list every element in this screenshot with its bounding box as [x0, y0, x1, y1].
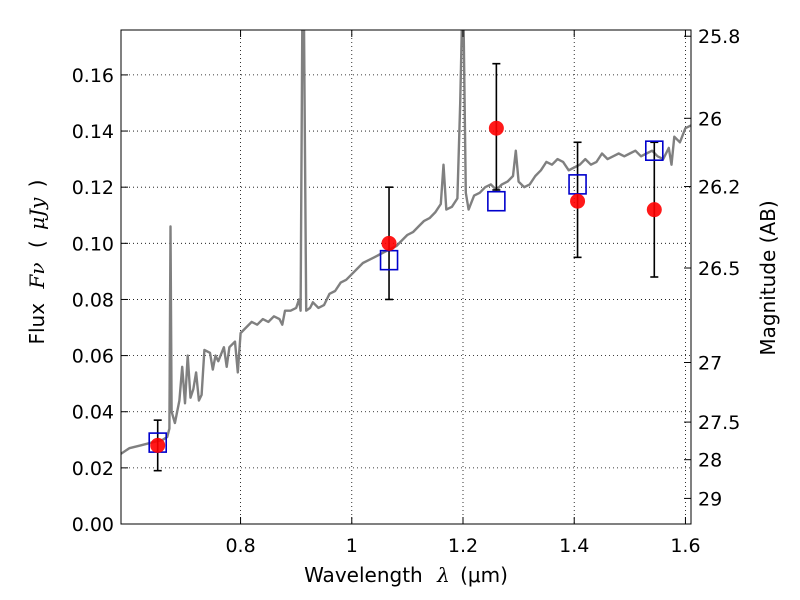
y2-tick-label: 26.5 [698, 258, 740, 280]
observed-flux-point [646, 202, 662, 218]
x-axis: 0.8 1 1.2 1.4 1.6 [225, 30, 701, 557]
y2-tick-label: 28 [698, 450, 722, 472]
y-tick-label: 0.08 [72, 289, 114, 311]
y2-tick-label: 29 [698, 488, 722, 510]
y-tick-label: 0.10 [72, 233, 114, 255]
x-tick-label: 1 [346, 535, 358, 557]
plot-area [121, 30, 691, 472]
x-axis-label: Wavelength λ (μm) [304, 563, 508, 587]
y-axis: 0.00 0.02 0.04 0.06 0.08 0.10 0.12 0.14 0.16 [72, 65, 128, 536]
y-tick-label: 0.06 [72, 346, 114, 368]
y-tick-label: 0.04 [72, 402, 114, 424]
model-photometry-square [644, 140, 664, 161]
y-tick-label: 0.14 [72, 121, 114, 143]
observed-flux-point [488, 120, 504, 136]
y-axis-label: Flux Fν ( μJy ) [25, 179, 49, 344]
y-tick-label: 0.12 [72, 177, 114, 199]
y-label-unit: μJy [25, 197, 49, 230]
observed-flux-point [381, 235, 397, 251]
x-label-unit: (μm) [460, 563, 508, 587]
y-tick-label: 0.00 [72, 514, 114, 536]
x-tick-label: 1.4 [559, 535, 589, 557]
observed-flux-point [570, 193, 586, 209]
y-tick-label: 0.16 [72, 65, 114, 87]
plot-background [121, 30, 691, 524]
y2-tick-label: 27.5 [698, 412, 740, 434]
x-label-symbol: λ [436, 563, 450, 587]
y-label-close: ) [25, 179, 49, 187]
x-tick-label: 1.6 [670, 535, 700, 557]
y2-tick-label: 26 [698, 108, 722, 130]
y2-tick-label: 25.8 [698, 26, 740, 48]
x-label-prefix: Wavelength [304, 563, 423, 587]
model-photometry-square [487, 190, 506, 212]
x-tick-label: 0.8 [225, 535, 255, 557]
y2-tick-label: 27 [698, 352, 722, 374]
y2-axis-label: Magnitude (AB) [756, 200, 780, 355]
x-tick-label: 1.2 [448, 535, 478, 557]
y-label-symbol: Fν [25, 263, 49, 290]
y-tick-label: 0.02 [72, 458, 114, 480]
observed-flux-point [150, 437, 166, 453]
y2-axis: 25.8 26 26.2 26.5 27 27.5 28 29 [684, 26, 740, 510]
y-label-open: ( [25, 240, 49, 248]
plot-frame [120, 29, 692, 525]
y-label-prefix: Flux [25, 303, 49, 345]
model-spectrum-line [121, 30, 691, 455]
y2-tick-label: 26.2 [698, 177, 740, 199]
